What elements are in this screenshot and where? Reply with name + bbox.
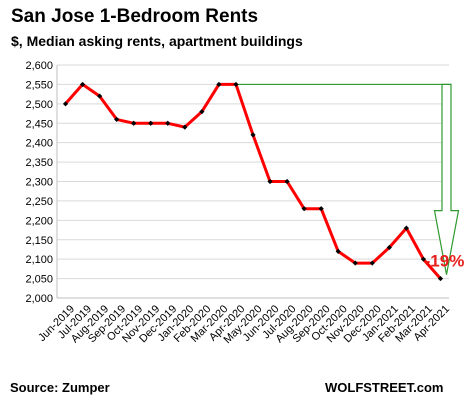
series-markers	[62, 81, 444, 282]
brand-label: WOLFSTREET.com	[325, 380, 444, 395]
y-axis-tick-labels: 2,000 2,050 2,100 2,150 2,200 2,250 2,300 2,350…	[25, 60, 53, 305]
data-point	[233, 81, 239, 88]
decline-arrow	[235, 83, 460, 275]
y-tick-label: 2,450	[25, 118, 53, 130]
data-point	[352, 260, 358, 266]
data-point	[386, 244, 392, 251]
y-tick-label: 2,350	[25, 157, 53, 169]
data-point	[114, 116, 120, 122]
data-point	[79, 81, 86, 88]
chart-subtitle: $, Median asking rents, apartment buildi…	[11, 33, 303, 49]
data-point	[97, 93, 103, 99]
source-note: Source: Zumper	[10, 380, 110, 395]
data-point	[62, 101, 69, 107]
percent-change-label: -19%	[425, 252, 465, 271]
data-point	[131, 120, 137, 126]
decline-arrow-shape	[433, 83, 460, 275]
data-point	[199, 109, 205, 115]
data-point	[318, 206, 324, 212]
data-point	[369, 260, 375, 266]
chart-title: San Jose 1-Bedroom Rents	[11, 6, 259, 27]
y-tick-label: 2,050	[25, 274, 53, 286]
data-point	[148, 120, 154, 126]
data-point	[335, 248, 341, 254]
y-tick-label: 2,500	[25, 99, 53, 111]
y-tick-label: 2,250	[25, 196, 53, 208]
data-point	[301, 206, 307, 212]
data-point	[216, 81, 222, 88]
y-tick-label: 2,000	[25, 293, 53, 305]
y-tick-label: 2,100	[25, 254, 53, 266]
data-point	[437, 275, 444, 282]
y-tick-label: 2,300	[25, 177, 53, 189]
y-tick-label: 2,600	[25, 60, 53, 72]
data-point	[165, 120, 171, 126]
y-tick-label: 2,150	[25, 235, 53, 247]
data-point	[420, 256, 427, 262]
data-point	[267, 178, 273, 185]
data-point	[403, 225, 409, 231]
y-tick-label: 2,400	[25, 138, 53, 150]
data-point	[182, 124, 188, 130]
x-axis-tick-labels: Jun-2019Jul-2019Aug-2019Sep-2019Oct-2019…	[36, 303, 452, 346]
gridlines	[56, 64, 449, 299]
y-tick-label: 2,200	[25, 215, 53, 227]
data-point	[284, 178, 290, 185]
data-point	[250, 132, 256, 138]
y-tick-label: 2,550	[25, 79, 53, 91]
